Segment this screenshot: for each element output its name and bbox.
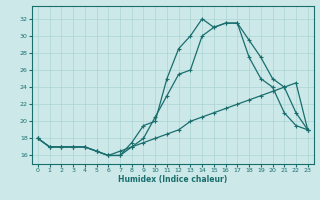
X-axis label: Humidex (Indice chaleur): Humidex (Indice chaleur) [118,175,228,184]
